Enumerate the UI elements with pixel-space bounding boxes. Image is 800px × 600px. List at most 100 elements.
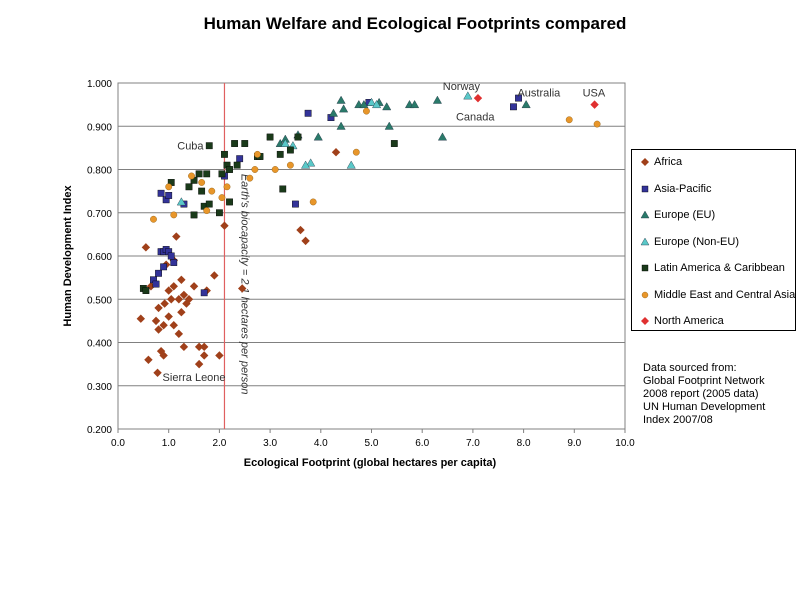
biocapacity-label: Earth's biocapacity = 2.1 hectares per p… bbox=[238, 174, 250, 395]
data-point bbox=[165, 183, 173, 191]
data-point bbox=[215, 209, 223, 217]
x-tick-label: 8.0 bbox=[517, 438, 531, 449]
data-point bbox=[185, 183, 193, 191]
data-point bbox=[241, 140, 249, 147]
data-point bbox=[169, 282, 178, 291]
data-point bbox=[190, 211, 198, 219]
source-note-line: UN Human Development bbox=[643, 401, 766, 413]
data-point bbox=[179, 342, 189, 352]
annotation-label: Australia bbox=[517, 87, 561, 99]
legend-marker bbox=[640, 237, 650, 245]
data-point bbox=[169, 321, 178, 330]
x-tick-label: 2.0 bbox=[212, 438, 226, 449]
x-tick-label: 10.0 bbox=[615, 438, 635, 449]
data-point bbox=[301, 236, 310, 246]
data-point bbox=[203, 207, 211, 214]
data-point bbox=[515, 94, 522, 102]
data-point bbox=[410, 100, 420, 109]
data-point bbox=[473, 93, 483, 103]
data-point bbox=[309, 198, 317, 206]
data-point bbox=[155, 269, 162, 277]
y-tick-label: 0.400 bbox=[87, 339, 112, 350]
legend-item: North America bbox=[640, 315, 724, 327]
source-note: Data sourced from: Global Footprint Netwo… bbox=[643, 362, 765, 427]
y-tick-label: 0.600 bbox=[87, 252, 112, 263]
y-tick-label: 0.900 bbox=[87, 122, 112, 133]
data-point bbox=[279, 185, 287, 193]
series-north-america bbox=[473, 93, 599, 109]
data-point bbox=[226, 198, 233, 206]
legend-marker bbox=[641, 264, 649, 272]
data-point bbox=[194, 342, 204, 352]
data-point bbox=[188, 172, 195, 180]
data-point bbox=[390, 140, 398, 147]
data-point bbox=[154, 303, 163, 313]
data-point bbox=[363, 107, 370, 115]
data-point bbox=[200, 289, 208, 297]
data-point bbox=[336, 121, 346, 130]
data-point bbox=[590, 100, 599, 109]
data-point bbox=[215, 351, 224, 360]
data-point bbox=[184, 295, 194, 304]
plot-frame bbox=[117, 82, 626, 430]
x-tick-label: 3.0 bbox=[263, 438, 277, 449]
legend-marker bbox=[641, 317, 649, 326]
data-point bbox=[510, 103, 517, 111]
data-points bbox=[136, 91, 601, 377]
data-point bbox=[292, 200, 299, 208]
data-point bbox=[463, 91, 473, 100]
data-point bbox=[384, 121, 394, 130]
data-point bbox=[306, 158, 316, 167]
legend-label: North America bbox=[654, 315, 724, 327]
data-point bbox=[218, 194, 226, 202]
annotation-label: Canada bbox=[456, 112, 495, 124]
data-point bbox=[226, 166, 233, 173]
data-point bbox=[199, 351, 209, 360]
x-tick-label: 5.0 bbox=[365, 438, 379, 449]
data-point bbox=[238, 284, 247, 293]
data-point bbox=[159, 321, 168, 330]
source-note-line: 2008 report (2005 data) bbox=[643, 388, 759, 400]
data-point bbox=[432, 95, 442, 104]
data-point bbox=[160, 299, 169, 308]
data-point bbox=[172, 232, 181, 241]
data-point bbox=[593, 120, 601, 128]
legend-label: Europe (EU) bbox=[654, 209, 716, 221]
data-point bbox=[328, 108, 339, 117]
data-point bbox=[236, 155, 244, 163]
axes bbox=[117, 82, 626, 433]
data-point bbox=[167, 295, 176, 304]
data-point bbox=[382, 102, 392, 111]
data-point bbox=[164, 312, 173, 321]
source-note-line: Data sourced from: bbox=[643, 362, 737, 374]
data-point bbox=[437, 132, 448, 141]
data-point bbox=[304, 109, 312, 117]
y-tick-label: 0.800 bbox=[87, 166, 112, 177]
data-point bbox=[231, 140, 239, 147]
x-tick-label: 9.0 bbox=[567, 438, 581, 449]
y-axis-label: Human Development Index bbox=[62, 185, 74, 327]
data-point bbox=[136, 314, 146, 323]
data-point bbox=[301, 160, 311, 169]
data-point bbox=[152, 280, 160, 288]
data-point bbox=[280, 138, 290, 147]
data-point bbox=[194, 359, 204, 369]
annotations: Norway Australia USA Canada Cuba Sierra Leone bbox=[163, 81, 606, 384]
data-point bbox=[313, 132, 323, 141]
legend-item: Europe (EU) bbox=[640, 209, 715, 221]
data-point bbox=[174, 295, 184, 304]
y-tick-label: 0.200 bbox=[87, 425, 112, 436]
y-tick-label: 1.000 bbox=[87, 79, 112, 90]
data-point bbox=[195, 170, 203, 178]
series-europe-non-eu- bbox=[176, 91, 473, 206]
data-point bbox=[331, 148, 341, 157]
data-point bbox=[220, 221, 229, 230]
legend-label: Middle East and Central Asia bbox=[654, 288, 796, 301]
data-point bbox=[198, 179, 206, 186]
legend-marker bbox=[641, 185, 649, 192]
legend-marker bbox=[641, 291, 649, 298]
data-point bbox=[189, 282, 199, 291]
data-point bbox=[565, 116, 573, 124]
data-point bbox=[205, 200, 213, 208]
